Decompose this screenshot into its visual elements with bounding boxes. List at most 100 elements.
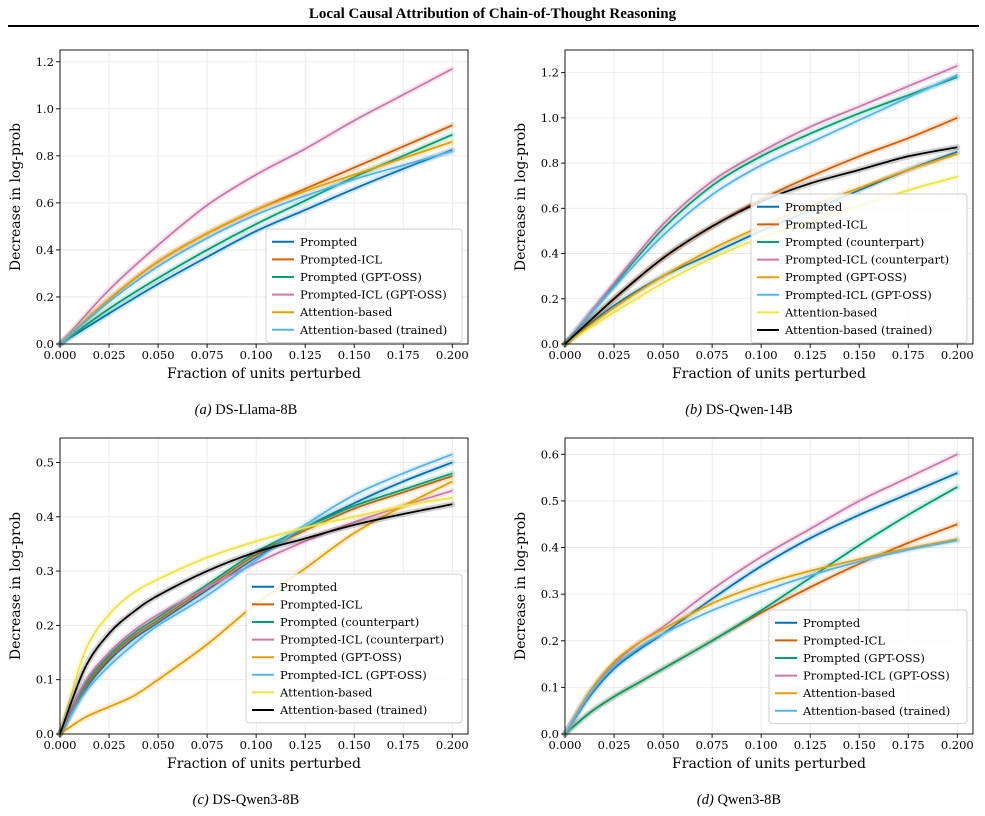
y-axis-label: Decrease in log-prob [8,512,24,660]
legend-label: Attention-based [784,305,878,319]
series-line [59,480,453,735]
series-line [59,68,453,345]
legend-label: Prompted (GPT-OSS) [300,270,422,284]
series-line [59,496,453,735]
caption-a: (a) DS-Llama-8B [0,402,492,419]
x-tick-label: 0.025 [598,348,631,362]
caption-text: DS-Qwen3-8B [212,792,300,808]
y-tick-label: 0.5 [541,494,559,508]
y-tick-label: 0.2 [36,618,54,632]
x-tick-label: 0.175 [892,738,925,752]
legend-label: Prompted-ICL [785,217,867,231]
x-tick-label: 0.150 [843,348,876,362]
axes-frame [59,49,469,345]
y-tick-label: 0.8 [36,149,54,163]
series-line [59,149,453,345]
caption-label: (b) [685,402,703,418]
x-tick-label: 0.125 [794,348,827,362]
caption-d: (d) Qwen3-8B [493,792,985,809]
y-tick-label: 0.8 [541,156,559,170]
y-axis-label: Decrease in log-prob [513,512,529,660]
x-tick-label: 0.125 [794,738,827,752]
legend-label: Attention-based (trained) [802,704,950,718]
caption-text: DS-Qwen-14B [705,402,793,418]
y-tick-label: 0.6 [541,447,559,461]
caption-text: DS-Llama-8B [215,402,298,418]
y-tick-label: 0.2 [541,634,559,648]
header-rule [8,25,979,27]
caption-text: Qwen3-8B [717,792,782,808]
x-axis-label: Fraction of units perturbed [167,366,361,382]
series-line [564,453,958,735]
series-line [564,76,958,345]
series-line [564,486,958,735]
caption-label: (a) [194,402,212,418]
x-tick-label: 0.075 [696,738,729,752]
x-tick-label: 0.100 [240,348,273,362]
legend-label: Prompted-ICL [280,597,362,611]
x-tick-label: 0.000 [44,348,77,362]
x-tick-label: 0.075 [696,348,729,362]
y-tick-label: 1.0 [36,102,54,116]
legend-label: Prompted [803,616,861,630]
legend-label: Prompted-ICL (GPT-OSS) [280,668,427,682]
legend-label: Prompted-ICL [803,633,885,647]
series-line [564,538,958,735]
x-tick-label: 0.050 [142,348,175,362]
x-tick-label: 0.150 [843,738,876,752]
page-title: Local Causal Attribution of Chain-of-Tho… [308,6,677,22]
x-tick-label: 0.175 [387,348,420,362]
x-tick-label: 0.175 [892,348,925,362]
x-axis-label: Fraction of units perturbed [672,756,866,772]
legend-label: Attention-based [299,305,393,319]
legend-box [768,609,968,725]
y-tick-label: 0.6 [541,201,559,215]
y-tick-label: 0.5 [36,455,54,469]
x-tick-label: 0.200 [941,348,974,362]
y-tick-label: 0.0 [541,337,559,351]
y-tick-label: 0.4 [541,541,559,555]
y-tick-label: 0.3 [541,587,559,601]
series-line [59,133,453,345]
axes-frame [564,49,974,345]
series-line [59,150,453,345]
legend-label: Prompted-ICL (counterpart) [280,633,444,647]
panel-a: 0.000 0.025 0.050 0.075 0.100 0.125 0.150 0.175… [0,32,492,426]
y-tick-label: 0.0 [36,727,54,741]
series-line [59,472,453,735]
x-tick-label: 0.025 [93,348,126,362]
x-tick-label: 0.075 [191,348,224,362]
x-tick-label: 0.200 [436,348,469,362]
page-header: Local Causal Attribution of Chain-of-Tho… [0,0,985,28]
series-line [59,140,453,345]
x-tick-label: 0.200 [941,738,974,752]
x-tick-label: 0.000 [549,348,582,362]
axes-frame [59,437,469,735]
x-tick-label: 0.050 [142,738,175,752]
caption-label: (c) [192,792,209,808]
y-tick-label: 1.0 [541,111,559,125]
y-tick-label: 1.2 [36,55,54,69]
y-tick-label: 0.1 [36,673,54,687]
legend-label: Prompted (GPT-OSS) [785,270,907,284]
panel-d: 0.000 0.025 0.050 0.075 0.100 0.125 0.150 0.175… [493,422,985,816]
x-tick-label: 0.150 [338,348,371,362]
x-tick-label: 0.050 [647,348,680,362]
axes-frame [564,437,974,735]
x-tick-label: 0.150 [338,738,371,752]
series-line [59,489,453,735]
panel-c: 0.000 0.025 0.050 0.075 0.100 0.125 0.150 0.175… [0,422,492,816]
y-tick-label: 0.4 [36,510,54,524]
legend-box [245,573,463,724]
x-axis-label: Fraction of units perturbed [167,756,361,772]
y-axis-label: Decrease in log-prob [8,123,24,271]
legend-label: Attention-based (trained) [784,323,932,337]
x-tick-label: 0.100 [745,348,778,362]
chart-a: 0.000 0.025 0.050 0.075 0.100 0.125 0.150 0.175… [8,49,469,382]
y-tick-label: 0.3 [36,564,54,578]
y-tick-label: 1.2 [541,66,559,80]
y-tick-label: 0.2 [36,290,54,304]
x-tick-label: 0.175 [387,738,420,752]
legend-label: Prompted [785,200,843,214]
legend-label: Attention-based (trained) [299,323,447,337]
